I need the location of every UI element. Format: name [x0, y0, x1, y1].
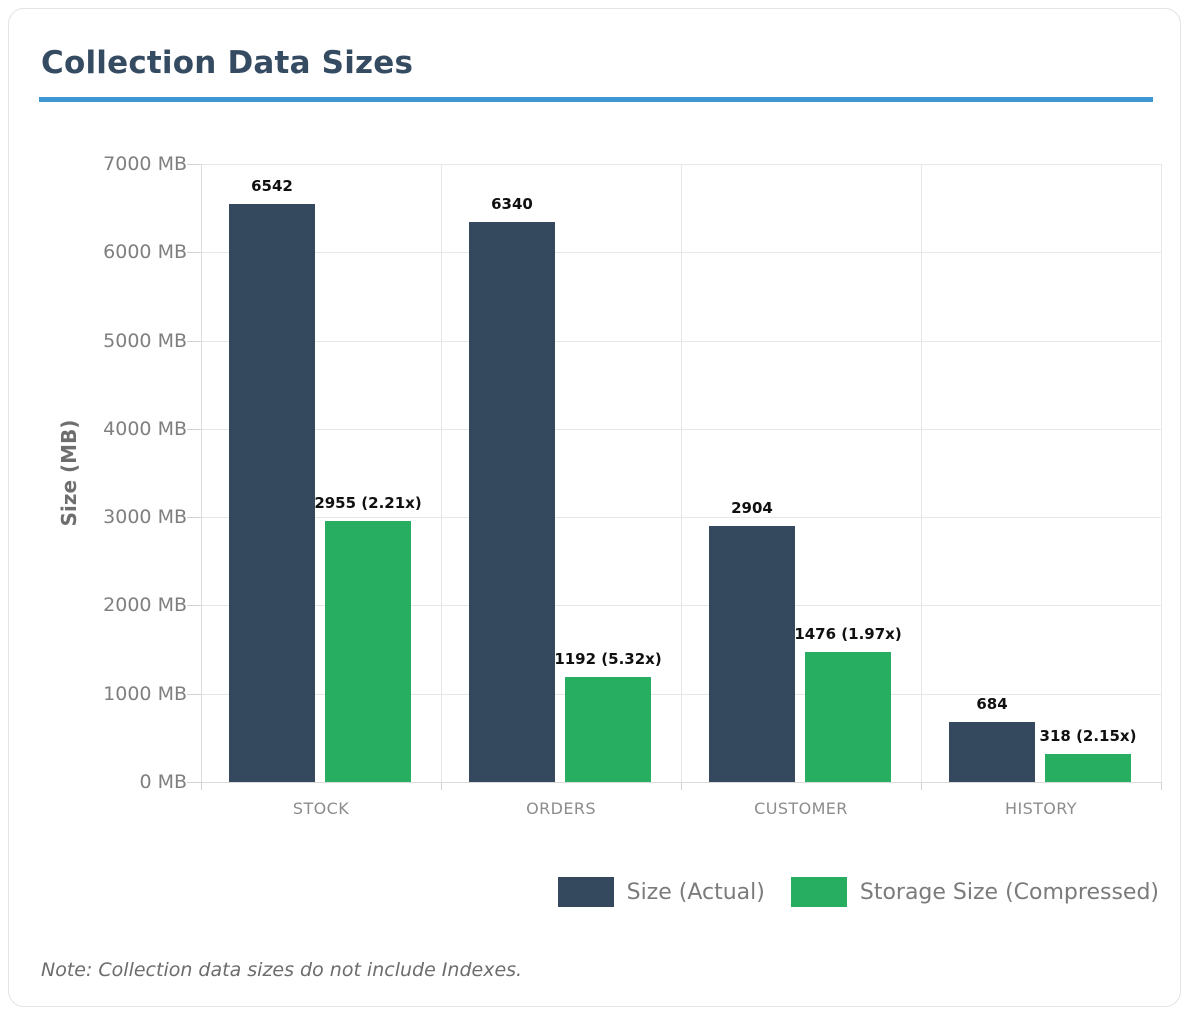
y-tick-label: 6000 MB [103, 241, 187, 264]
bar-storage-size-compressed--customer [805, 651, 891, 782]
gridline-horizontal [201, 517, 1161, 519]
x-tick-mark [921, 782, 922, 790]
y-tick-mark [187, 693, 201, 695]
bar-value-label: 6542 [251, 177, 293, 196]
bar-storage-size-compressed--orders [565, 676, 651, 782]
bar-size-actual--history [949, 721, 1035, 782]
bar-storage-size-compressed--stock [325, 521, 411, 782]
legend-item-compressed: Storage Size (Compressed) [790, 877, 1159, 907]
y-tick-mark [187, 517, 201, 519]
y-tick-mark [187, 605, 201, 607]
y-axis-title: Size (MB) [57, 419, 81, 527]
y-tick-label: 2000 MB [103, 594, 187, 617]
gridline-horizontal [201, 782, 1161, 783]
bar-size-actual--customer [709, 525, 795, 782]
y-tick-mark [187, 340, 201, 342]
y-tick-label: 0 MB [139, 771, 187, 793]
gridline-horizontal [201, 693, 1161, 695]
y-tick-label: 3000 MB [103, 506, 187, 529]
page-title: Collection Data Sizes [41, 45, 414, 81]
gridline-vertical [201, 164, 202, 782]
x-tick-mark [1161, 782, 1162, 790]
bar-value-label: 2904 [731, 498, 773, 517]
bar-storage-size-compressed--history [1045, 753, 1131, 782]
x-category-label-stock: STOCK [292, 799, 350, 818]
bar-value-label: 6340 [491, 195, 533, 214]
legend-label-compressed: Storage Size (Compressed) [859, 879, 1159, 905]
gridline-vertical [921, 164, 922, 782]
bar-size-actual--stock [229, 204, 315, 782]
x-category-label-orders: ORDERS [526, 799, 596, 818]
x-tick-mark [681, 782, 682, 790]
title-accent-rule [39, 97, 1153, 102]
bar-size-actual--orders [469, 222, 555, 782]
bar-value-label: 318 (2.15x) [1039, 726, 1137, 745]
legend: Size (Actual) Storage Size (Compressed) [557, 877, 1159, 907]
bar-value-label: 1192 (5.32x) [554, 649, 662, 668]
y-tick-mark [187, 782, 201, 783]
x-category-label-customer: CUSTOMER [754, 799, 848, 818]
y-tick-label: 1000 MB [103, 682, 187, 705]
bar-value-label: 684 [976, 694, 1008, 713]
y-tick-label: 4000 MB [103, 417, 187, 440]
y-tick-label: 7000 MB [103, 153, 187, 175]
report-card: Collection Data Sizes Size (MB) 0 MB 1000… [8, 8, 1181, 1007]
bar-value-label: 2955 (2.21x) [314, 494, 422, 513]
y-tick-mark [187, 428, 201, 430]
gridline-horizontal [201, 164, 1161, 165]
bar-chart: Size (MB) 0 MB 1000 MB 2000 MB 3000 MB 4000 … [9, 9, 1189, 1015]
gridline-horizontal [201, 340, 1161, 342]
gridline-horizontal [201, 252, 1161, 254]
legend-swatch-compressed [790, 877, 847, 907]
legend-label-actual: Size (Actual) [626, 879, 765, 905]
y-tick-mark [187, 252, 201, 254]
x-category-label-history: HISTORY [1005, 799, 1077, 818]
legend-swatch-actual [557, 877, 614, 907]
gridline-horizontal [201, 428, 1161, 430]
footnote: Note: Collection data sizes do not inclu… [41, 959, 523, 981]
y-tick-mark [187, 164, 201, 165]
x-tick-mark [441, 782, 442, 790]
legend-item-actual: Size (Actual) [557, 877, 765, 907]
gridline-vertical [441, 164, 442, 782]
gridline-vertical [681, 164, 682, 782]
gridline-vertical [1161, 164, 1162, 782]
x-tick-mark [201, 782, 202, 790]
bar-value-label: 1476 (1.97x) [794, 624, 902, 643]
y-tick-label: 5000 MB [103, 329, 187, 352]
gridline-horizontal [201, 605, 1161, 607]
plot-area: 6542 2955 (2.21x) 6340 1192 (5.32x) 2904 1476… [201, 164, 1162, 783]
